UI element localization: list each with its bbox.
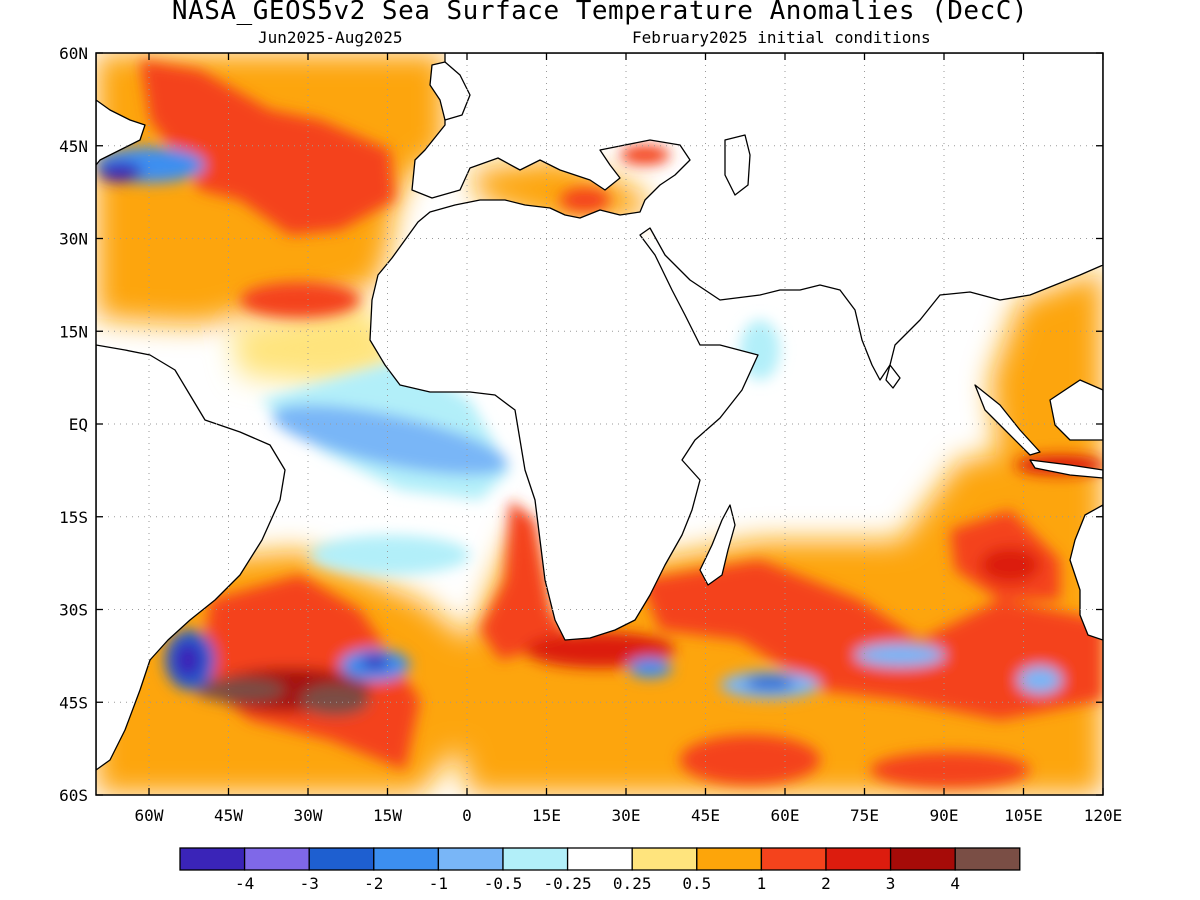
longitude-axis: 60W 45W 30W 15W 0 15E 30E 45E 60E 75E 90E 105E 120E: [135, 53, 1123, 825]
colorbar-label: 0.5: [682, 874, 711, 893]
australia-coast: [1069, 504, 1103, 641]
lon-tick-label: 60E: [771, 806, 800, 825]
british-isles-coast: [429, 61, 471, 121]
south-atlantic-extreme-warm-west: [195, 678, 285, 702]
lon-tick-label: 60W: [135, 806, 164, 825]
anomaly-field: [96, 53, 1103, 795]
south-atlantic-extreme-warm-east: [300, 684, 370, 716]
lat-tick-label: 15S: [59, 508, 88, 527]
colorbar-label: -4: [235, 874, 254, 893]
colorbar-label: -0.25: [544, 874, 592, 893]
colorbar-label: 3: [886, 874, 896, 893]
lat-tick-label: 15N: [59, 322, 88, 341]
map-title: NASA_GEOS5v2 Sea Surface Temperature Ano…: [171, 0, 1029, 26]
colorbar-swatch: [179, 847, 246, 871]
lon-tick-label: 90E: [930, 806, 959, 825]
newfoundland-cool-core: [98, 162, 142, 182]
latitude-axis: 60N 45N 30N 15N EQ 15S 30S 45S 60S: [59, 44, 1103, 805]
lat-tick-label: 30S: [59, 601, 88, 620]
benguela-warm-anomaly: [480, 500, 570, 660]
afro-eurasia-coast: [369, 53, 1103, 641]
lon-tick-label: 15W: [373, 806, 402, 825]
colorbar-swatch: [696, 847, 763, 871]
colorbar-swatch: [954, 847, 1021, 871]
lon-tick-label: 45W: [214, 806, 243, 825]
colorbar-label: 1: [757, 874, 767, 893]
colorbar-swatch: [889, 847, 956, 871]
lon-tick-label: 120E: [1084, 806, 1123, 825]
lon-tick-label: 30E: [612, 806, 641, 825]
mediterranean-strong-warm: [560, 188, 610, 212]
south-indian-deep-warm-east: [870, 752, 1030, 788]
south-atlantic-cool-band: [310, 535, 470, 575]
americas-coast: [96, 53, 146, 166]
lat-tick-label: 60N: [59, 44, 88, 63]
north-atlantic-strong-warm: [140, 60, 395, 235]
colorbar-swatch: [631, 847, 698, 871]
lon-tick-label: 30W: [294, 806, 323, 825]
colorbar-swatch: [825, 847, 892, 871]
lon-tick-label: 105E: [1004, 806, 1043, 825]
south-indian-cool-core: [745, 676, 795, 690]
lon-tick-label: 75E: [850, 806, 879, 825]
land: [96, 53, 1103, 771]
lon-tick-label: 45E: [691, 806, 720, 825]
forecast-period: Jun2025-Aug2025: [258, 28, 403, 47]
south-america-coast: [96, 344, 286, 771]
colorbar-label: 2: [821, 874, 831, 893]
lon-tick-label: 15E: [532, 806, 561, 825]
colorbar-label: -3: [300, 874, 319, 893]
colorbar-swatch: [502, 847, 569, 871]
south-indian-strong-warm: [640, 560, 1103, 720]
agulhas-strong-warm: [525, 632, 675, 668]
initial-conditions: February2025 initial conditions: [632, 28, 931, 47]
colorbar-label: 4: [950, 874, 960, 893]
north-atlantic-warm-patch: [240, 282, 360, 318]
caspian-sea: [724, 134, 751, 196]
colorbar-swatch: [373, 847, 440, 871]
madagascar-coast: [699, 504, 736, 586]
colorbar-label: -1: [429, 874, 448, 893]
black-sea-warm: [620, 145, 670, 165]
lat-tick-label: 30N: [59, 230, 88, 249]
colorbar-swatch: [760, 847, 827, 871]
lat-tick-label: 45N: [59, 137, 88, 156]
falklands-cool-core: [174, 642, 202, 678]
equatorial-atlantic-cool-core: [272, 405, 508, 475]
west-australia-strong-warm: [980, 547, 1040, 583]
south-indian-cool-east: [1018, 666, 1062, 694]
colorbar-swatch: [437, 847, 504, 871]
south-indian-cool-west: [628, 658, 672, 678]
lat-tick-label: EQ: [69, 415, 88, 434]
sri-lanka-coast: [885, 364, 901, 389]
south-indian-deep-warm: [680, 735, 820, 785]
colorbar-swatch: [308, 847, 375, 871]
colorbar-label: -2: [364, 874, 383, 893]
lon-tick-label: 0: [462, 806, 472, 825]
borneo-coast: [1049, 379, 1103, 441]
lat-tick-label: 45S: [59, 693, 88, 712]
colorbar-label: -0.5: [484, 874, 523, 893]
colorbar-swatch: [566, 847, 633, 871]
lat-tick-label: 60S: [59, 786, 88, 805]
colorbar-label: 0.25: [613, 874, 652, 893]
graticule: [96, 53, 1103, 795]
colorbar: -4 -3 -2 -1 -0.5 -0.25 0.25 0.5 1 2 3 4: [179, 847, 1021, 893]
java-coast: [1029, 459, 1103, 479]
mid-south-atlantic-cool-core: [361, 655, 389, 669]
south-indian-cool-central: [855, 643, 945, 667]
colorbar-swatch: [243, 847, 310, 871]
tropical-atlantic-weak-warm: [230, 300, 400, 385]
